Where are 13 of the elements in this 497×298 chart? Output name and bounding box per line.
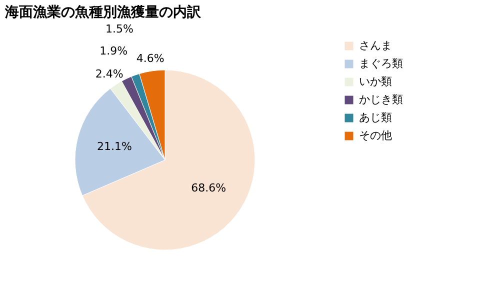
legend-label: いか類 [359,75,392,88]
legend-label: その他 [359,129,392,142]
data-label: 1.9% [100,44,128,58]
legend-label: さんま [359,39,392,52]
legend-label: まぐろ類 [359,57,403,70]
data-label: 68.6% [191,182,226,195]
data-label: 2.4% [95,68,124,81]
legend-label: かじき類 [359,93,403,106]
legend-label: あじ類 [359,111,392,124]
data-label: 21.1% [97,140,132,153]
data-label: 4.6% [136,52,164,66]
data-label: 1.5% [106,22,134,36]
chart-title: 海面漁業の魚種別漁獲量の内訳 [4,4,202,21]
